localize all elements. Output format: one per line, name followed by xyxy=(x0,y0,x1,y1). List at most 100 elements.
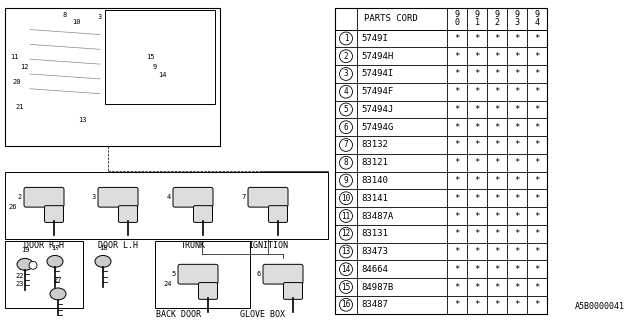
Text: *: * xyxy=(474,300,480,309)
Text: *: * xyxy=(534,229,540,238)
Text: *: * xyxy=(534,194,540,203)
Text: *: * xyxy=(534,69,540,78)
Text: 2: 2 xyxy=(18,194,22,200)
Circle shape xyxy=(339,139,353,151)
Text: 21: 21 xyxy=(16,104,24,109)
Text: *: * xyxy=(454,87,460,96)
Text: 83121: 83121 xyxy=(361,158,388,167)
Text: *: * xyxy=(474,87,480,96)
Text: 15: 15 xyxy=(341,283,351,292)
Text: *: * xyxy=(515,87,520,96)
Circle shape xyxy=(339,68,353,80)
Ellipse shape xyxy=(47,255,63,267)
Text: *: * xyxy=(534,283,540,292)
Circle shape xyxy=(339,281,353,293)
Text: *: * xyxy=(494,158,500,167)
Text: *: * xyxy=(494,87,500,96)
Text: 83132: 83132 xyxy=(361,140,388,149)
Text: *: * xyxy=(534,247,540,256)
Circle shape xyxy=(339,298,353,311)
Text: 9
0: 9 0 xyxy=(454,10,460,28)
Text: *: * xyxy=(534,87,540,96)
Ellipse shape xyxy=(95,255,111,267)
Text: IGNITION: IGNITION xyxy=(248,241,288,250)
Text: *: * xyxy=(454,34,460,43)
Text: *: * xyxy=(494,105,500,114)
Text: *: * xyxy=(454,176,460,185)
Text: 5749I: 5749I xyxy=(361,34,388,43)
Text: 9: 9 xyxy=(344,176,348,185)
Text: 9
1: 9 1 xyxy=(474,10,479,28)
Text: *: * xyxy=(515,105,520,114)
Text: 17: 17 xyxy=(51,244,60,251)
Text: 9
2: 9 2 xyxy=(495,10,499,28)
Text: *: * xyxy=(515,283,520,292)
Text: 3: 3 xyxy=(98,14,102,20)
Text: *: * xyxy=(515,158,520,167)
Circle shape xyxy=(29,261,37,269)
Text: 4: 4 xyxy=(344,87,348,96)
Text: 57494H: 57494H xyxy=(361,52,393,61)
Circle shape xyxy=(339,121,353,134)
Text: *: * xyxy=(454,229,460,238)
Text: *: * xyxy=(515,247,520,256)
Circle shape xyxy=(339,103,353,116)
Text: *: * xyxy=(474,69,480,78)
Text: *: * xyxy=(534,105,540,114)
Circle shape xyxy=(339,156,353,169)
Text: *: * xyxy=(474,176,480,185)
Ellipse shape xyxy=(17,259,33,270)
Text: 3: 3 xyxy=(92,194,96,200)
Text: *: * xyxy=(454,300,460,309)
Text: *: * xyxy=(474,34,480,43)
Text: 13: 13 xyxy=(341,247,351,256)
Text: 6: 6 xyxy=(257,271,261,277)
Bar xyxy=(105,10,215,104)
Text: 7: 7 xyxy=(344,140,348,149)
Text: *: * xyxy=(494,140,500,149)
Text: 5: 5 xyxy=(344,105,348,114)
Circle shape xyxy=(339,245,353,258)
Text: *: * xyxy=(454,140,460,149)
Text: 14: 14 xyxy=(341,265,351,274)
Text: *: * xyxy=(474,158,480,167)
FancyBboxPatch shape xyxy=(98,188,138,207)
FancyBboxPatch shape xyxy=(284,283,303,299)
Text: 57494G: 57494G xyxy=(361,123,393,132)
Text: *: * xyxy=(454,283,460,292)
Bar xyxy=(5,172,328,239)
Text: *: * xyxy=(474,105,480,114)
Text: *: * xyxy=(494,194,500,203)
Text: *: * xyxy=(534,212,540,220)
Text: *: * xyxy=(515,69,520,78)
Text: 9: 9 xyxy=(153,64,157,70)
Text: *: * xyxy=(515,140,520,149)
Text: 2: 2 xyxy=(344,52,348,61)
Text: *: * xyxy=(494,69,500,78)
Text: 19: 19 xyxy=(20,247,29,253)
Circle shape xyxy=(339,192,353,205)
Text: *: * xyxy=(515,194,520,203)
FancyBboxPatch shape xyxy=(269,206,287,222)
Text: *: * xyxy=(534,265,540,274)
Text: *: * xyxy=(515,265,520,274)
Text: 4: 4 xyxy=(167,194,171,200)
Ellipse shape xyxy=(50,288,66,300)
Text: *: * xyxy=(515,212,520,220)
FancyBboxPatch shape xyxy=(45,206,63,222)
FancyBboxPatch shape xyxy=(173,188,213,207)
Text: 57494F: 57494F xyxy=(361,87,393,96)
Text: *: * xyxy=(494,283,500,292)
Text: 57494J: 57494J xyxy=(361,105,393,114)
Circle shape xyxy=(339,50,353,63)
FancyBboxPatch shape xyxy=(263,264,303,284)
Text: *: * xyxy=(494,176,500,185)
Bar xyxy=(155,241,250,308)
Text: *: * xyxy=(454,247,460,256)
Text: 11: 11 xyxy=(341,212,351,220)
Text: *: * xyxy=(454,52,460,61)
Text: *: * xyxy=(494,123,500,132)
Text: 83487: 83487 xyxy=(361,300,388,309)
Text: *: * xyxy=(534,300,540,309)
Text: 83473: 83473 xyxy=(361,247,388,256)
